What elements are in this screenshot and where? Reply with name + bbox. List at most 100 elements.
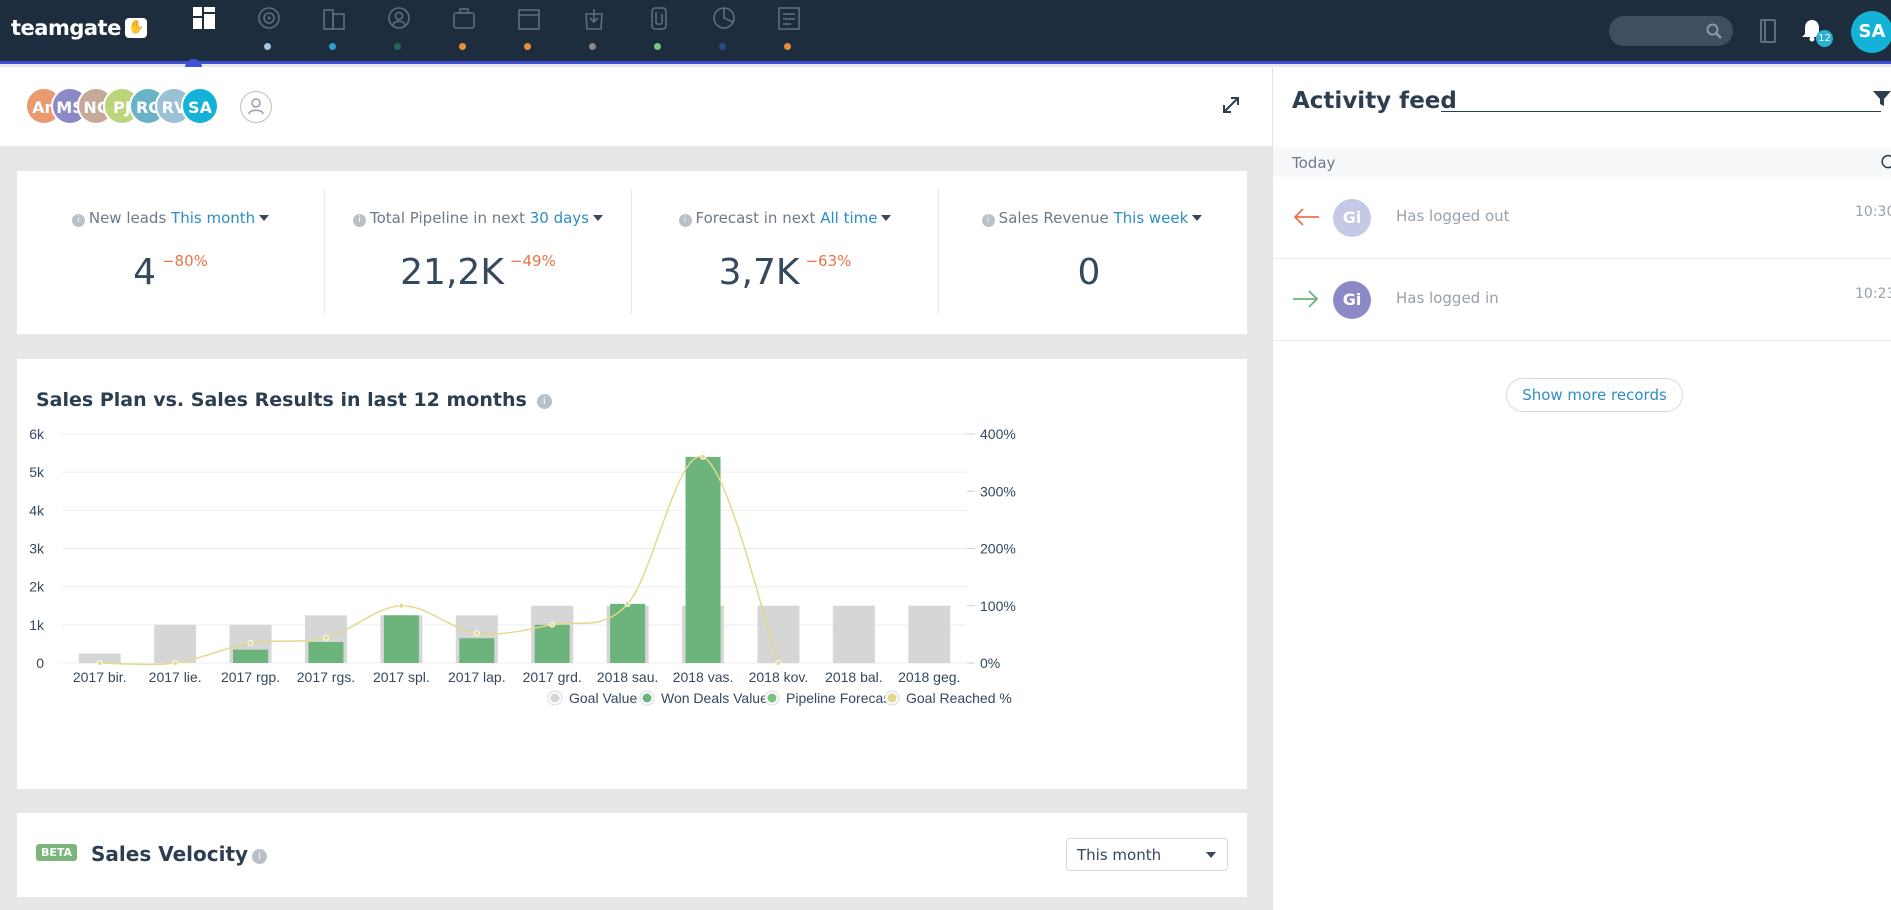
nav-status-dot [264, 43, 271, 50]
info-icon[interactable]: i [353, 214, 366, 227]
legend-label: Goal Value [569, 690, 637, 706]
kpi-period-dropdown[interactable]: This month [171, 209, 256, 227]
won-deals-bar [383, 615, 419, 663]
feed-day-header: Today [1273, 147, 1891, 177]
goal-reached-point [172, 660, 179, 666]
goal-value-bar [908, 605, 951, 663]
won-deals-bar [610, 603, 646, 663]
x-axis-tick: 2018 kov. [749, 669, 809, 685]
feed-item-text: Has logged out [1396, 207, 1510, 225]
x-axis-tick: 2017 grd. [523, 669, 582, 685]
team-member-avatar[interactable]: SA [181, 87, 219, 125]
top-navigation-bar: teamgate ✋ 12 SA [0, 0, 1891, 76]
user-avatar[interactable]: SA [1851, 11, 1891, 53]
feed-item-time: 10:23 [1855, 286, 1891, 302]
kpi-label: Total Pipeline in next [370, 209, 525, 227]
caret-down-icon[interactable] [1192, 215, 1203, 221]
nav-documents[interactable] [755, 0, 820, 64]
show-more-records-button[interactable]: Show more records [1506, 378, 1683, 412]
kpi-forecast: i Forecast in next All time 3,7K −63% [631, 189, 938, 314]
leads-icon [258, 7, 280, 29]
feed-item[interactable]: Gi Has logged out 10:30 [1273, 177, 1891, 259]
kpi-value: 3,7K [718, 252, 800, 293]
info-icon[interactable]: i [252, 849, 268, 864]
info-icon[interactable]: i [71, 214, 85, 227]
documents-icon [778, 7, 800, 30]
info-icon[interactable]: i [981, 214, 995, 227]
nav-people[interactable] [365, 0, 430, 64]
y-axis-left-tick: 6k [29, 426, 45, 442]
caret-down-icon[interactable] [259, 215, 270, 221]
nav-companies[interactable] [300, 0, 365, 64]
goal-value-bar [78, 653, 121, 663]
nav-status-dot [394, 43, 401, 50]
legend-label: Pipeline Forecast [786, 690, 894, 706]
expand-icon[interactable] [1221, 95, 1241, 115]
nav-deals[interactable] [430, 0, 495, 64]
global-search-input[interactable] [1609, 16, 1733, 46]
kpi-value: 21,2K [400, 252, 504, 293]
sales-plan-chart: 0 1k 2k 3k 4k 5k 6k 0% 100% 200% 300% 400% 2017 bir.… [29, 426, 1016, 706]
legend-label: Won Deals Value [661, 690, 768, 706]
feed-item[interactable]: Gi Has logged in 10:23 [1273, 259, 1891, 341]
user-filter-strip: An MS NC PJ RC RV SA [0, 67, 1273, 146]
goal-reached-point [398, 602, 405, 609]
nav-reports[interactable] [690, 0, 755, 64]
calendar-icon [518, 9, 540, 30]
legend-swatch [550, 693, 560, 703]
period-select[interactable]: This month [1066, 838, 1228, 871]
goal-reached-point [775, 660, 782, 666]
won-deals-bar [685, 456, 721, 663]
x-axis-tick: 2017 lie. [149, 669, 202, 685]
main-navigation [170, 0, 820, 64]
nav-calendar[interactable] [495, 0, 560, 64]
x-axis-tick: 2018 geg. [898, 669, 960, 685]
x-axis-tick: 2017 rgs. [297, 669, 355, 685]
kpi-period-dropdown[interactable]: All time [820, 209, 878, 227]
kpi-delta: −63% [805, 252, 852, 270]
y-axis-left-tick: 3k [29, 541, 45, 557]
filter-icon[interactable] [1873, 91, 1891, 107]
feed-title-underline [1441, 111, 1881, 112]
teamgate-logo[interactable]: teamgate ✋ [11, 16, 147, 40]
contacts-book-icon[interactable] [1760, 19, 1776, 43]
add-user-icon [248, 98, 264, 115]
kpi-period-dropdown[interactable]: 30 days [529, 209, 589, 227]
x-axis-tick: 2018 sau. [597, 669, 659, 685]
feed-user-avatar[interactable]: Gi [1333, 281, 1371, 319]
kpi-period-dropdown[interactable]: This week [1113, 209, 1189, 227]
info-icon[interactable]: i [536, 394, 552, 409]
feed-item-time: 10:30 [1855, 204, 1891, 220]
logout-arrow-icon [1293, 208, 1319, 226]
kpi-delta: −49% [509, 252, 556, 270]
refresh-icon[interactable] [1880, 153, 1891, 169]
logo-hand-icon: ✋ [124, 18, 147, 38]
x-axis-tick: 2017 spl. [373, 669, 430, 685]
velocity-title: Sales Velocity [91, 842, 249, 866]
y-axis-right-tick: 400% [980, 426, 1016, 442]
y-axis-left-tick: 5k [29, 464, 45, 480]
goal-reached-point [96, 660, 103, 666]
caret-down-icon[interactable] [593, 215, 603, 221]
logo-text: teamgate [11, 16, 121, 40]
caret-down-icon [1206, 852, 1216, 858]
feed-user-avatar[interactable]: Gi [1333, 199, 1371, 237]
y-axis-left-tick: 4k [29, 502, 45, 518]
nav-status-dot [459, 43, 466, 50]
nav-status-dot [654, 43, 661, 50]
caret-down-icon[interactable] [881, 215, 892, 221]
dashboard-icon [193, 7, 215, 29]
team-avatars: An MS NC PJ RC RV SA [25, 87, 219, 125]
nav-tasks[interactable] [560, 0, 625, 64]
goal-reached-point [322, 634, 329, 641]
nav-dashboard[interactable] [170, 0, 235, 64]
files-icon [651, 7, 667, 30]
goal-reached-point [247, 639, 254, 646]
goal-reached-point [700, 453, 707, 460]
nav-leads[interactable] [235, 0, 300, 64]
info-icon[interactable]: i [678, 214, 692, 227]
companies-icon [323, 9, 345, 30]
nav-files[interactable] [625, 0, 690, 64]
kpi-value: 0 [1077, 252, 1101, 293]
add-user-button[interactable] [240, 91, 272, 123]
